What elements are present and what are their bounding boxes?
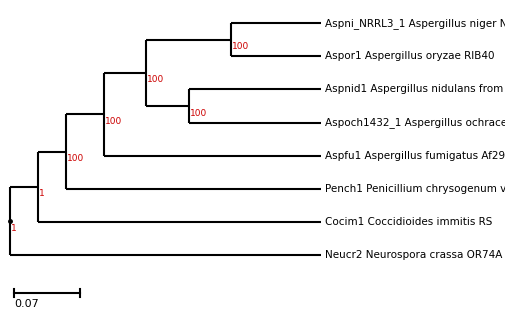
Text: 100: 100 — [147, 75, 165, 85]
Text: Pench1 Penicillium chrysogenum v1.0: Pench1 Penicillium chrysogenum v1.0 — [325, 184, 505, 194]
Text: Neucr2 Neurospora crassa OR74A v2.0: Neucr2 Neurospora crassa OR74A v2.0 — [325, 250, 505, 260]
Text: Aspnid1 Aspergillus nidulans from AspGD: Aspnid1 Aspergillus nidulans from AspGD — [325, 84, 505, 94]
Text: Cocim1 Coccidioides immitis RS: Cocim1 Coccidioides immitis RS — [325, 217, 492, 227]
Text: 100: 100 — [190, 109, 207, 118]
Text: 0.07: 0.07 — [15, 299, 39, 309]
Text: Aspni_NRRL3_1 Aspergillus niger NRRL3: Aspni_NRRL3_1 Aspergillus niger NRRL3 — [325, 17, 505, 29]
Text: Aspfu1 Aspergillus fumigatus Af293 from AspGD: Aspfu1 Aspergillus fumigatus Af293 from … — [325, 151, 505, 161]
Text: 100: 100 — [105, 117, 122, 126]
Text: 1: 1 — [11, 224, 17, 232]
Text: 100: 100 — [232, 42, 249, 51]
Text: 100: 100 — [67, 154, 84, 163]
Text: 1: 1 — [39, 190, 45, 198]
Text: Aspoch1432_1 Aspergillus ochraceoroseus: Aspoch1432_1 Aspergillus ochraceoroseus — [325, 117, 505, 128]
Text: Aspor1 Aspergillus oryzae RIB40: Aspor1 Aspergillus oryzae RIB40 — [325, 51, 494, 61]
